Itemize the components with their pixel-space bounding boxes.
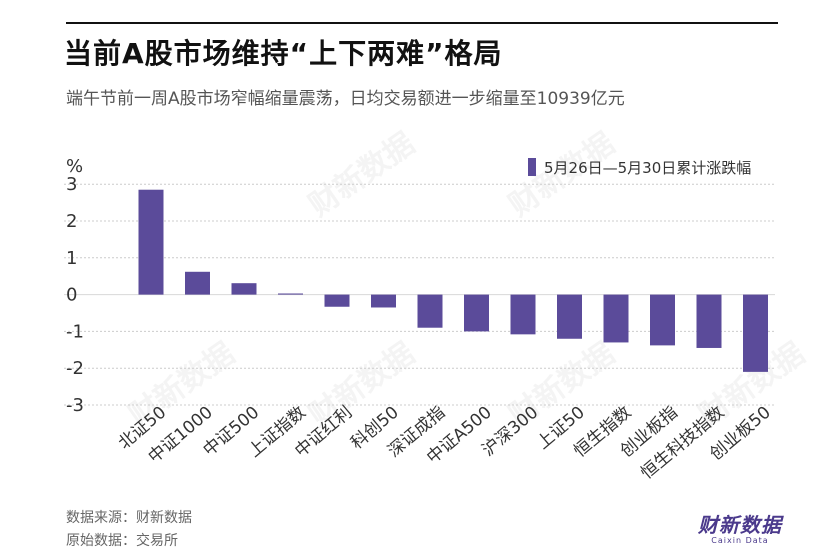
y-tick-label: -3 [66, 395, 84, 416]
chart-title: 当前A股市场维持“上下两难”格局 [64, 37, 503, 70]
data-source: 数据来源：财新数据 [66, 510, 192, 526]
bar [185, 271, 210, 295]
y-tick-label: 0 [66, 285, 77, 306]
bar [743, 294, 768, 372]
bar [371, 294, 396, 308]
bar [417, 294, 443, 328]
bar [510, 294, 536, 335]
data-origin: 原始数据：交易所 [66, 533, 178, 549]
bar [603, 294, 629, 343]
chart-subtitle: 端午节前一周A股市场窄幅缩量震荡，日均交易额进一步缩量至10939亿元 [66, 89, 625, 109]
legend-label: 5月26日—5月30日累计涨跌幅 [544, 159, 751, 177]
y-tick-label: -2 [66, 358, 84, 379]
bar [278, 293, 303, 295]
y-tick-label: 2 [66, 211, 77, 232]
bar [557, 294, 582, 339]
bar [650, 294, 675, 346]
legend-swatch [528, 158, 536, 176]
top-rule [66, 22, 778, 24]
y-tick-label: 1 [66, 248, 77, 269]
y-tick-label: 3 [66, 174, 77, 195]
y-axis-unit: % [66, 156, 83, 177]
bar [231, 283, 257, 295]
bar [324, 294, 350, 307]
caixin-logo: 财新数据 Caixin Data [698, 514, 782, 545]
y-tick-label: -1 [66, 321, 84, 342]
bar [696, 294, 722, 348]
logo-subtext: Caixin Data [711, 536, 769, 545]
bar [138, 189, 164, 295]
bar [464, 294, 489, 332]
logo-text: 财新数据 [698, 513, 782, 537]
